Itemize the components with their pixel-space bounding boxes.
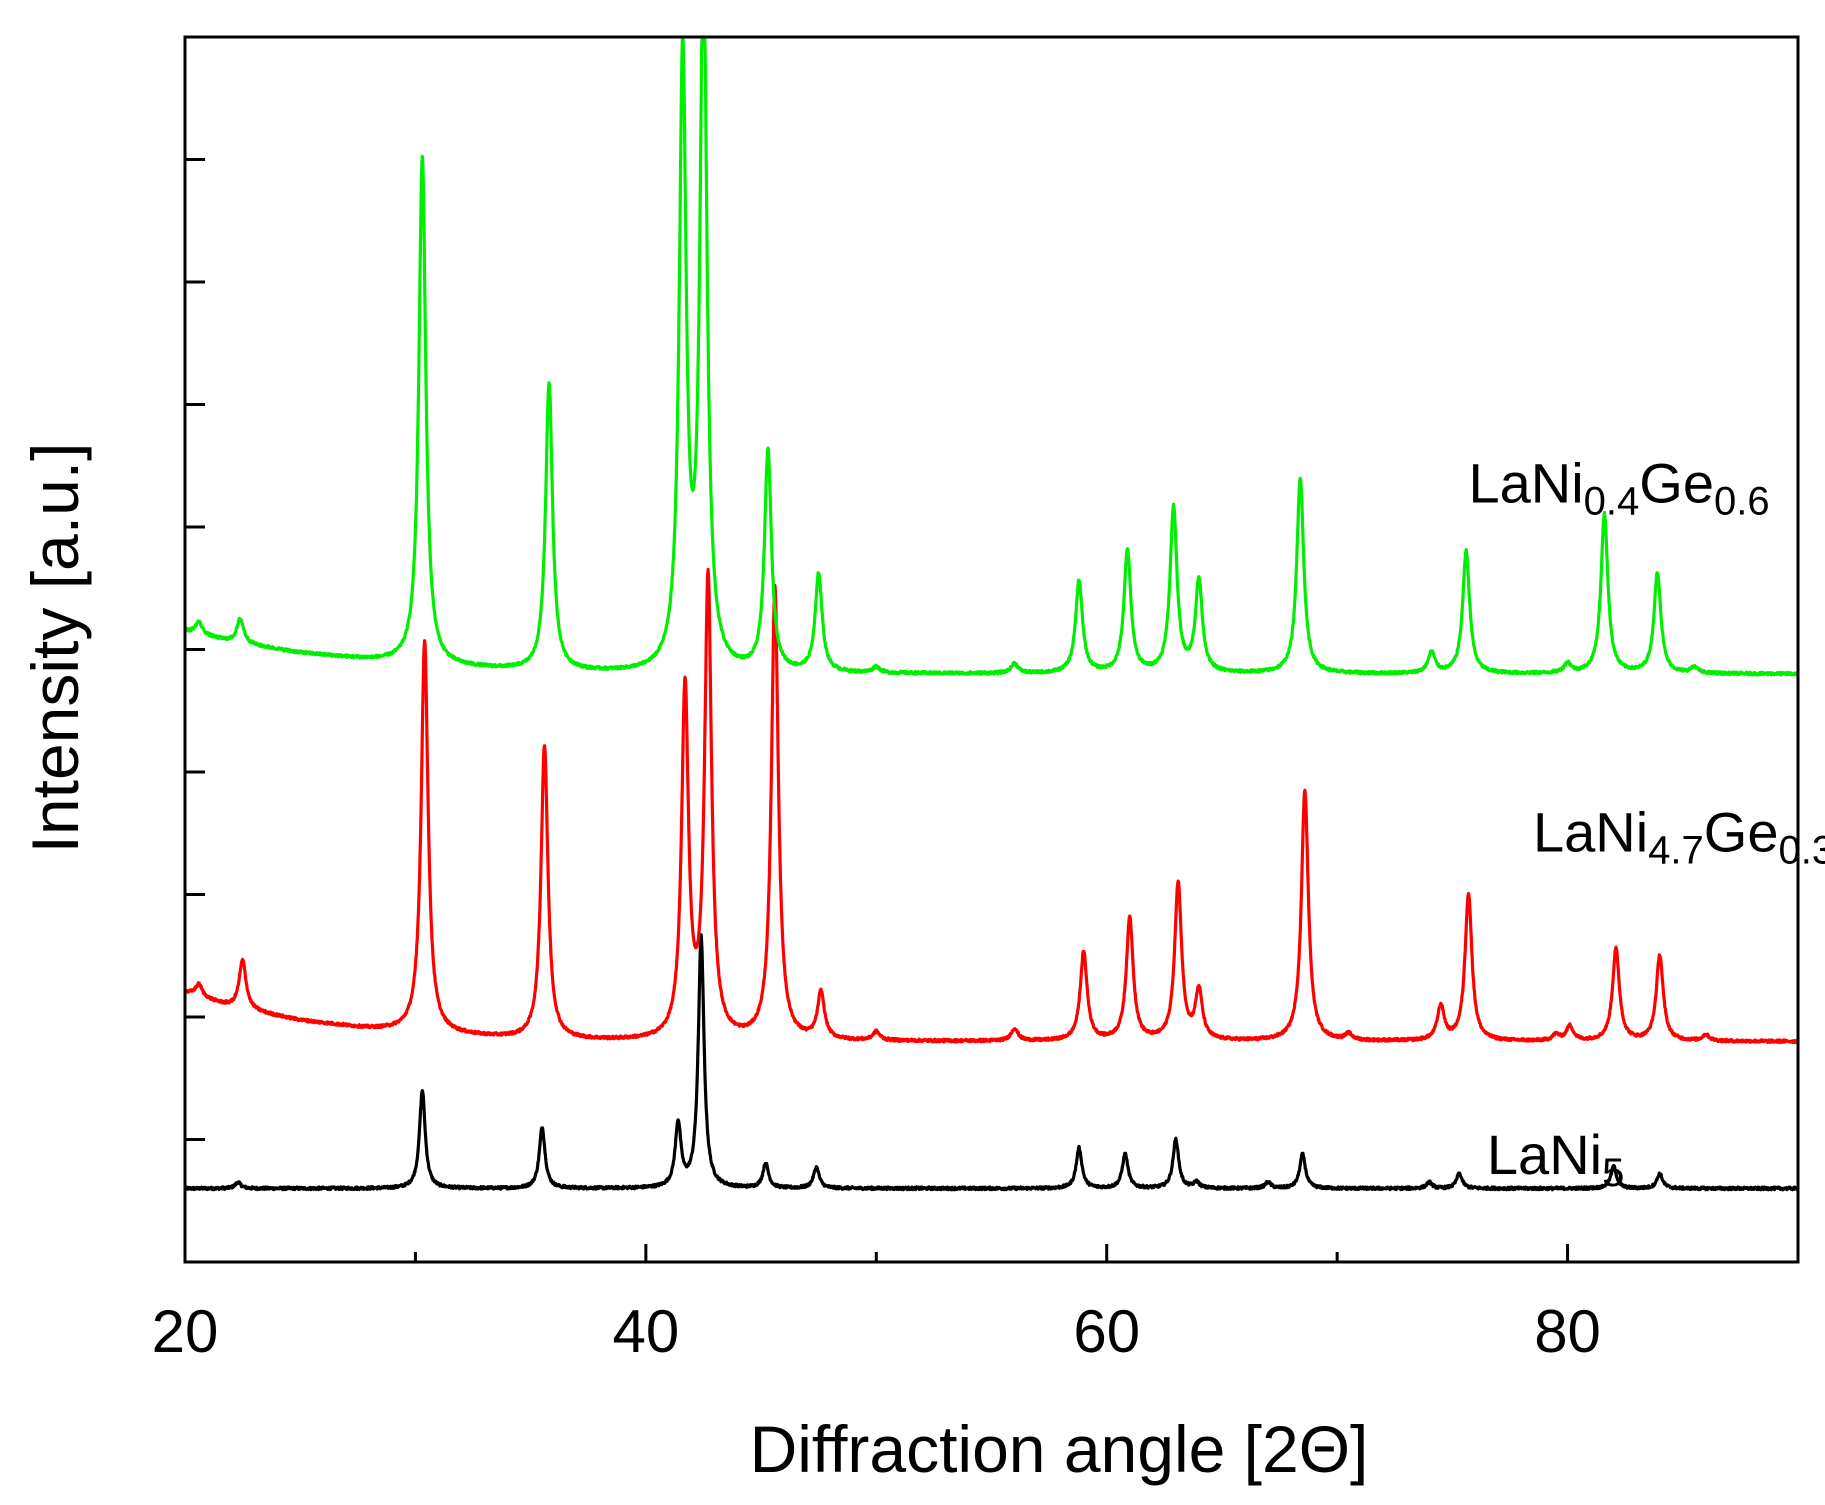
labels-layer: 20 40 60 80 LaNi5 LaNi4.7Ge0.3 LaNi0.4Ge0.6	[152, 452, 1825, 1366]
series-label-lani5: LaNi5	[1487, 1123, 1624, 1195]
x-tick-label: 60	[1073, 1298, 1140, 1365]
x-axis-title: Diffraction angle [2Θ]	[750, 1412, 1369, 1486]
plot-area-frame	[183, 35, 1800, 1264]
series-line-lani47ge03	[183, 567, 1800, 1045]
series-label-lani04ge06: LaNi0.4Ge0.6	[1468, 452, 1769, 524]
y-axis-title: Intensity [a.u.]	[18, 443, 92, 854]
series-layer	[183, 35, 1800, 1192]
series-label-lani47ge03: LaNi4.7Ge0.3	[1533, 801, 1825, 873]
x-tick-label: 20	[152, 1298, 219, 1365]
x-tick-label: 40	[612, 1298, 679, 1365]
ticks-layer	[183, 35, 1570, 1264]
series-line-lani04ge06	[183, 35, 1800, 677]
x-tick-label: 80	[1534, 1298, 1601, 1365]
series-line-lani5	[183, 933, 1800, 1192]
